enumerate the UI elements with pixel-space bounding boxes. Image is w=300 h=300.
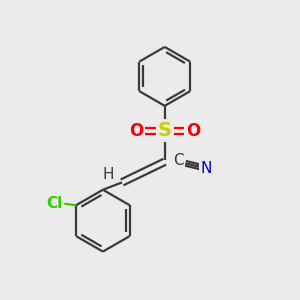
Text: Cl: Cl: [46, 196, 63, 211]
Text: S: S: [158, 122, 172, 140]
Text: N: N: [201, 161, 212, 176]
Text: C: C: [173, 153, 183, 168]
Text: H: H: [102, 167, 114, 182]
Text: O: O: [186, 122, 200, 140]
Text: O: O: [129, 122, 143, 140]
